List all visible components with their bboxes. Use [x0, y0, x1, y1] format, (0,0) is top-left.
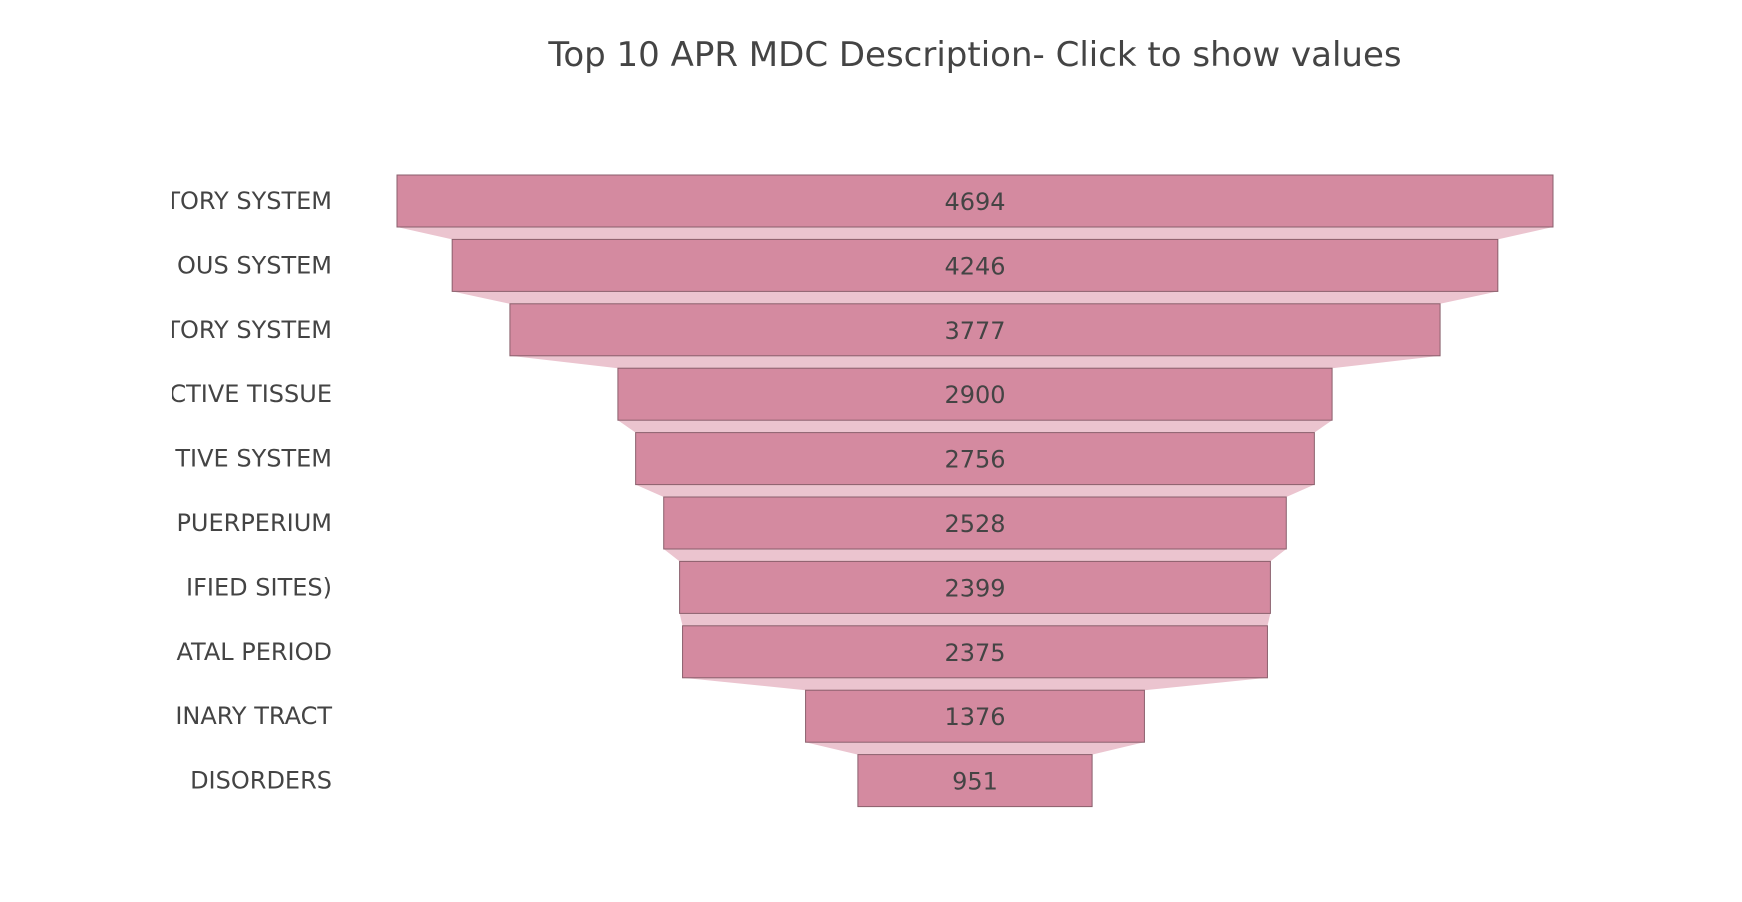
- y-axis-tick-label: INARY TRACT: [175, 702, 332, 730]
- funnel-bar[interactable]: [857, 754, 1093, 808]
- funnel-bar[interactable]: [396, 174, 1554, 228]
- funnel-connector: [635, 484, 1315, 497]
- funnel-bar[interactable]: [679, 560, 1271, 614]
- funnel-bar[interactable]: [509, 303, 1441, 357]
- y-axis-tick-label: CTIVE TISSUE: [169, 380, 332, 408]
- funnel-bar[interactable]: [617, 367, 1333, 421]
- y-axis-tick-label: DISORDERS: [190, 767, 332, 795]
- funnel-value-label: 951: [952, 768, 998, 796]
- funnel-connector: [452, 291, 1498, 304]
- funnel-bar[interactable]: [451, 238, 1499, 292]
- funnel-connector: [663, 549, 1287, 562]
- y-axis-tick-label: IFIED SITES): [186, 573, 332, 601]
- funnel-value-label: 3777: [944, 317, 1005, 345]
- y-axis-tick-label: TORY SYSTEM: [164, 187, 332, 215]
- funnel-value-label: 4246: [944, 252, 1005, 280]
- funnel-connector: [682, 677, 1268, 691]
- y-axis-tick-label: PUERPERIUM: [176, 509, 332, 537]
- y-axis-labels: TORY SYSTEM OUS SYSTEM TORY SYSTEM CTIVE TI…: [164, 187, 332, 795]
- chart-title: Top 10 APR MDC Description- Click to sho…: [547, 35, 1401, 75]
- funnel-bars: 4694 4246 3777 2900 2756 2528 2399 2375 1376 951: [396, 174, 1554, 808]
- y-axis-tick-label: OUS SYSTEM: [177, 251, 332, 279]
- funnel-value-label: 2375: [944, 639, 1005, 667]
- y-axis-tick-label: TORY SYSTEM: [164, 316, 332, 344]
- funnel-bar[interactable]: [682, 625, 1268, 679]
- funnel-connector: [397, 227, 1553, 240]
- funnel-bar[interactable]: [635, 432, 1315, 486]
- y-axis-tick-label: ATAL PERIOD: [176, 638, 332, 666]
- funnel-bar[interactable]: [663, 496, 1287, 550]
- funnel-value-label: 2900: [944, 381, 1005, 409]
- funnel-value-label: 2756: [944, 446, 1005, 474]
- funnel-value-label: 2528: [944, 510, 1005, 538]
- funnel-value-label: 2399: [944, 574, 1005, 602]
- funnel-connector: [805, 742, 1145, 755]
- funnel-connectors: [397, 227, 1553, 755]
- funnel-value-label: 1376: [944, 703, 1005, 731]
- y-axis-tick-label: TIVE SYSTEM: [174, 445, 332, 473]
- funnel-value-label: 4694: [944, 188, 1005, 216]
- funnel-connector: [679, 613, 1271, 626]
- funnel-bar[interactable]: [805, 689, 1145, 743]
- funnel-connector: [617, 420, 1333, 433]
- funnel-connector: [509, 355, 1441, 369]
